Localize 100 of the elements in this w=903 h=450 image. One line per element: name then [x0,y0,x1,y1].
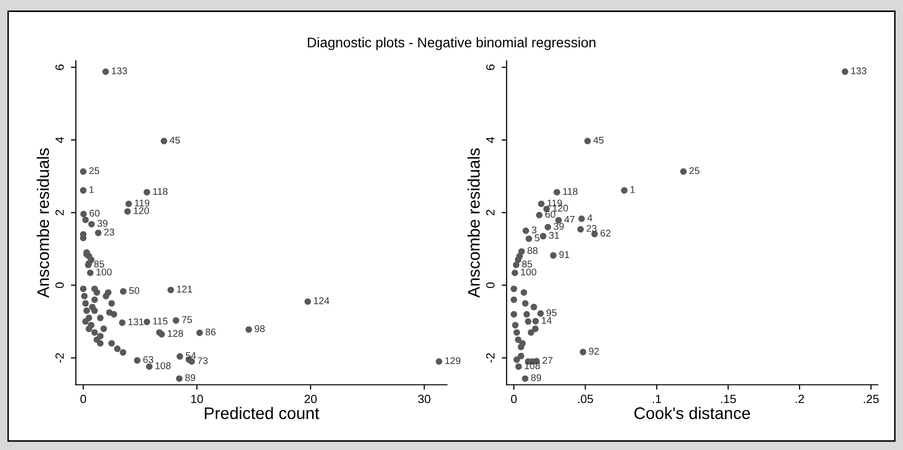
x-tick-label: 0 [511,394,517,404]
y-axis-title: Anscombe residuals [468,148,480,298]
point [524,318,532,325]
y-tick-label: 6 [55,64,64,70]
annotation: 88 [528,247,538,254]
point [512,270,518,276]
y-tick-label: 2 [55,210,64,216]
annotation: 45 [593,136,604,144]
annotation: 54 [186,352,196,360]
annotation: 39 [97,220,108,227]
x-tick-label: .1 [652,394,662,404]
point [537,310,544,317]
annotation: 47 [564,216,574,223]
y-tick-label: 6 [486,64,495,70]
annotation: 119 [135,200,150,206]
annotation: 89 [531,374,542,382]
y-axis-title: Anscombe residuals [36,148,50,298]
annotation: 131 [128,318,144,326]
annotation: 25 [689,167,700,174]
point [577,226,584,233]
x-axis-title: Predicted count [204,406,320,420]
annotation: 63 [143,356,154,364]
point [554,188,560,196]
annotation: 118 [563,188,578,195]
annotation: 120 [134,207,149,214]
x-tick-label: .15 [721,394,736,404]
y-tick-label: -2 [486,353,494,363]
y-tick-label: 4 [56,136,64,143]
x-tick-label: .2 [796,394,804,404]
annotation: 45 [170,136,180,144]
y-tick-label: 0 [486,282,495,288]
annotation: 62 [600,230,610,237]
annotation: 60 [545,210,556,218]
point [515,363,522,370]
annotation: 133 [112,67,127,74]
point [514,336,522,343]
x-tick-label: .05 [578,394,594,404]
y-tick-label: 0 [55,282,64,288]
point [522,300,529,307]
point [842,68,848,75]
annotation: 128 [168,330,184,337]
annotation: 85 [94,260,104,268]
annotation: 60 [90,210,100,217]
annotation: 23 [586,225,597,232]
annotation: 124 [314,297,330,304]
annotation: 14 [542,317,552,324]
annotation: 100 [96,268,112,276]
annotation: 50 [129,287,140,294]
point [510,296,518,304]
annotation: 31 [549,232,560,239]
y-tick-label: 2 [486,210,494,216]
annotation: 39 [554,222,564,230]
annotation: 133 [851,67,866,74]
annotation: 115 [153,318,168,325]
annotation: 108 [524,362,540,370]
x-tick-label: .25 [864,394,879,404]
annotation: 25 [89,167,100,174]
point [584,138,591,144]
point [522,227,530,234]
annotation: 108 [156,362,171,370]
point [522,375,528,382]
annotation: 95 [546,309,557,316]
point [580,348,586,356]
annotation: 5 [534,234,540,242]
point [510,311,518,318]
annotation: 120 [552,204,568,212]
point [536,212,543,218]
x-tick-label: 20 [304,394,317,404]
x-tick-label: 0 [80,394,86,404]
point [510,286,518,292]
point [550,252,557,259]
annotation: 86 [206,328,216,336]
annotation: 27 [542,356,552,364]
annotation: 75 [182,316,192,324]
x-tick-label: 30 [418,394,430,404]
annotation: 98 [254,325,265,332]
x-axis-title: Cook's distance [634,406,750,420]
point [513,329,520,336]
annotation: 89 [185,374,196,382]
point [530,304,538,310]
point [532,326,539,332]
point [513,356,520,363]
chart-title: Diagnostic plots - Negative binomial regression [308,37,596,50]
point [523,311,530,318]
y-tick-label: -2 [55,353,64,363]
point [526,235,532,242]
point [578,215,585,222]
point [520,289,528,296]
annotation: 1 [90,186,94,193]
point [512,262,520,268]
point [538,200,545,208]
annotation: 4 [587,214,592,222]
point [544,224,552,230]
annotation: 85 [522,260,532,268]
y-tick-label: 4 [486,136,494,143]
annotation: 3 [532,226,536,234]
x-tick-label: 10 [191,394,204,404]
annotation: 121 [177,286,192,292]
point [680,168,687,175]
annotation: 23 [104,228,114,236]
